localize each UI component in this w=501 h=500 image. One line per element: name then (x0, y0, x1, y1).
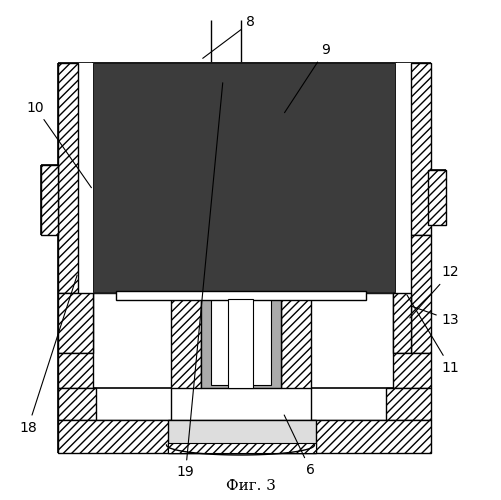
Bar (93, 62, 395, 292)
Text: 11: 11 (407, 295, 459, 374)
Bar (393, 292, 410, 352)
Bar (58, 62, 78, 292)
Bar (168, 442, 316, 452)
Bar (58, 388, 96, 420)
Bar (200, 292, 281, 388)
Text: 10: 10 (27, 100, 91, 188)
Bar (168, 420, 316, 452)
Text: 12: 12 (410, 266, 459, 318)
Bar (250, 298, 271, 385)
Bar (116, 291, 366, 300)
Bar (281, 292, 311, 388)
Bar (210, 298, 230, 385)
Text: 9: 9 (285, 43, 330, 112)
Bar (170, 292, 200, 388)
Text: 19: 19 (177, 83, 223, 479)
Bar (228, 298, 253, 388)
Text: 18: 18 (19, 275, 77, 434)
Bar (41, 165, 58, 235)
Bar (395, 62, 410, 292)
Text: 13: 13 (411, 306, 459, 327)
Text: 8: 8 (203, 16, 255, 58)
Bar (385, 388, 430, 420)
Text: Фиг. 3: Фиг. 3 (225, 478, 276, 492)
Bar (58, 352, 93, 388)
Bar (58, 420, 430, 452)
Bar (393, 352, 430, 388)
Bar (58, 292, 93, 352)
Bar (428, 170, 445, 225)
Text: 6: 6 (284, 415, 315, 477)
Bar (93, 62, 395, 292)
Bar (410, 235, 430, 352)
Bar (410, 62, 430, 235)
Bar (78, 62, 93, 292)
